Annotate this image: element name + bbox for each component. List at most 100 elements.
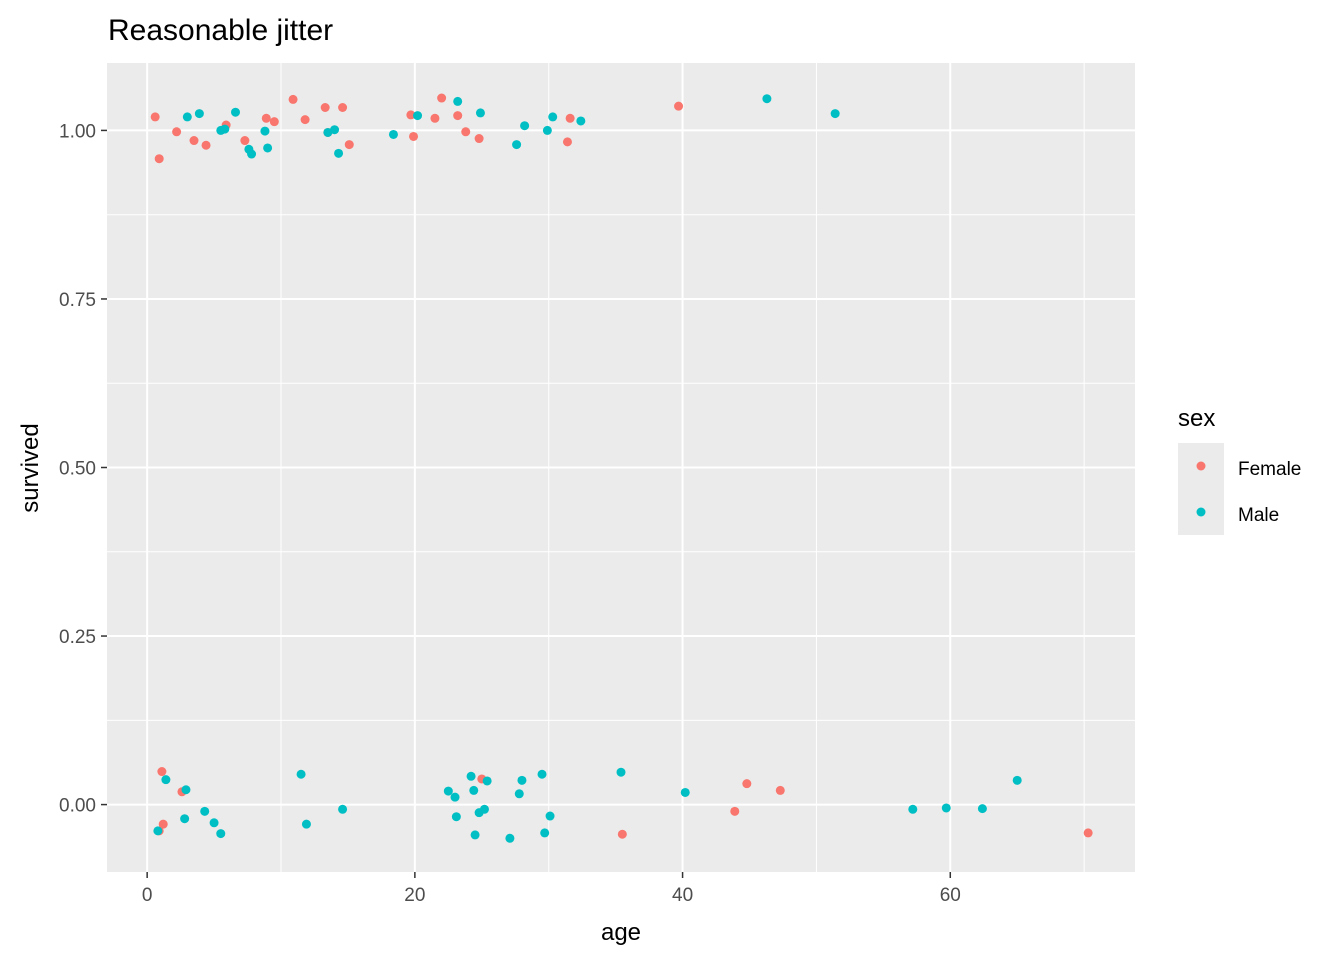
x-tick-label: 0 bbox=[142, 885, 153, 906]
data-point-male bbox=[908, 804, 918, 814]
data-point-male bbox=[542, 125, 552, 135]
data-point-male bbox=[762, 94, 772, 104]
data-point-female bbox=[406, 110, 416, 120]
data-point-male bbox=[216, 829, 226, 839]
data-point-male bbox=[260, 126, 270, 136]
data-point-male bbox=[941, 803, 951, 813]
data-point-female bbox=[300, 115, 310, 125]
data-point-female bbox=[453, 111, 463, 121]
grid-lines bbox=[107, 63, 1135, 872]
data-point-female bbox=[730, 806, 740, 816]
data-point-female bbox=[674, 101, 684, 111]
data-point-male bbox=[181, 785, 191, 795]
data-point-female bbox=[157, 767, 167, 777]
x-tick-label: 20 bbox=[404, 885, 425, 906]
data-point-male bbox=[220, 124, 230, 134]
data-point-female bbox=[172, 127, 182, 137]
data-point-female bbox=[742, 779, 752, 789]
data-points bbox=[150, 93, 1093, 843]
data-point-male bbox=[830, 109, 840, 119]
data-point-female bbox=[565, 113, 575, 123]
data-point-male bbox=[470, 830, 480, 840]
data-point-female bbox=[430, 113, 440, 123]
data-point-female bbox=[240, 136, 250, 146]
x-tick-label: 40 bbox=[672, 885, 693, 906]
data-point-male bbox=[209, 818, 219, 828]
data-point-male bbox=[451, 812, 461, 822]
data-point-male bbox=[1012, 775, 1022, 785]
chart-title: Reasonable jitter bbox=[108, 14, 333, 47]
legend-label-female: Female bbox=[1238, 459, 1301, 480]
data-point-male bbox=[537, 769, 547, 779]
data-point-male bbox=[338, 804, 348, 814]
data-point-male bbox=[161, 775, 171, 785]
legend-swatch-male bbox=[1196, 507, 1206, 517]
data-point-male bbox=[545, 811, 555, 821]
data-point-male bbox=[540, 828, 550, 838]
data-point-male bbox=[680, 787, 690, 797]
data-point-male bbox=[514, 789, 524, 799]
data-point-male bbox=[247, 149, 257, 159]
y-tick-label: 0.25 bbox=[59, 627, 96, 648]
data-point-female bbox=[344, 140, 354, 150]
data-point-male bbox=[548, 112, 558, 122]
y-axis-title: survived bbox=[17, 423, 44, 512]
data-point-male bbox=[231, 107, 240, 117]
axes: 0 20 40 60 0.00 0.25 0.50 0.75 1.00 bbox=[59, 121, 961, 906]
data-point-male bbox=[450, 792, 460, 802]
data-point-female bbox=[154, 154, 164, 164]
data-point-female bbox=[320, 102, 330, 112]
data-point-female bbox=[617, 829, 627, 839]
data-point-male bbox=[505, 833, 515, 843]
y-tick-label: 0.00 bbox=[59, 796, 96, 817]
data-point-male bbox=[296, 769, 306, 779]
legend-swatch-female bbox=[1196, 461, 1206, 471]
y-tick-label: 0.50 bbox=[59, 459, 96, 480]
y-tick-label: 1.00 bbox=[59, 121, 96, 142]
data-point-female bbox=[1083, 828, 1093, 838]
data-point-male bbox=[475, 108, 485, 118]
legend-title: sex bbox=[1178, 405, 1215, 432]
x-axis-title: age bbox=[601, 919, 641, 946]
data-point-male bbox=[517, 775, 527, 785]
data-point-male bbox=[153, 826, 163, 836]
data-point-male bbox=[482, 776, 492, 786]
data-point-female bbox=[158, 819, 168, 829]
data-point-male bbox=[469, 785, 479, 795]
data-point-female bbox=[461, 127, 471, 137]
data-point-female bbox=[201, 140, 211, 150]
data-point-female bbox=[269, 117, 279, 127]
data-point-female bbox=[474, 134, 484, 144]
data-point-male bbox=[443, 786, 453, 796]
data-point-male bbox=[479, 804, 489, 814]
data-point-male bbox=[576, 116, 586, 126]
data-point-female bbox=[288, 94, 298, 104]
data-point-male bbox=[388, 129, 398, 139]
data-point-female bbox=[261, 113, 271, 123]
data-point-male bbox=[413, 111, 423, 121]
data-point-male bbox=[977, 804, 987, 814]
legend-label-male: Male bbox=[1238, 505, 1279, 526]
data-point-male bbox=[182, 112, 192, 122]
data-point-female bbox=[338, 102, 348, 112]
data-point-male bbox=[520, 121, 530, 131]
data-point-male bbox=[263, 143, 273, 153]
data-point-female bbox=[775, 785, 785, 795]
data-point-female bbox=[562, 137, 572, 147]
data-point-male bbox=[180, 814, 190, 824]
data-point-male bbox=[466, 771, 476, 781]
y-tick-label: 0.75 bbox=[59, 290, 96, 311]
data-point-male bbox=[453, 96, 463, 106]
data-point-female bbox=[437, 93, 447, 103]
data-point-female bbox=[189, 136, 199, 146]
x-tick-label: 60 bbox=[940, 885, 961, 906]
data-point-male bbox=[301, 819, 311, 829]
data-point-male bbox=[616, 767, 626, 777]
data-point-male bbox=[200, 806, 210, 816]
data-point-female bbox=[409, 131, 419, 141]
data-point-male bbox=[334, 148, 344, 158]
data-point-female bbox=[150, 112, 160, 122]
data-point-male bbox=[512, 140, 522, 150]
data-point-male bbox=[194, 109, 204, 119]
